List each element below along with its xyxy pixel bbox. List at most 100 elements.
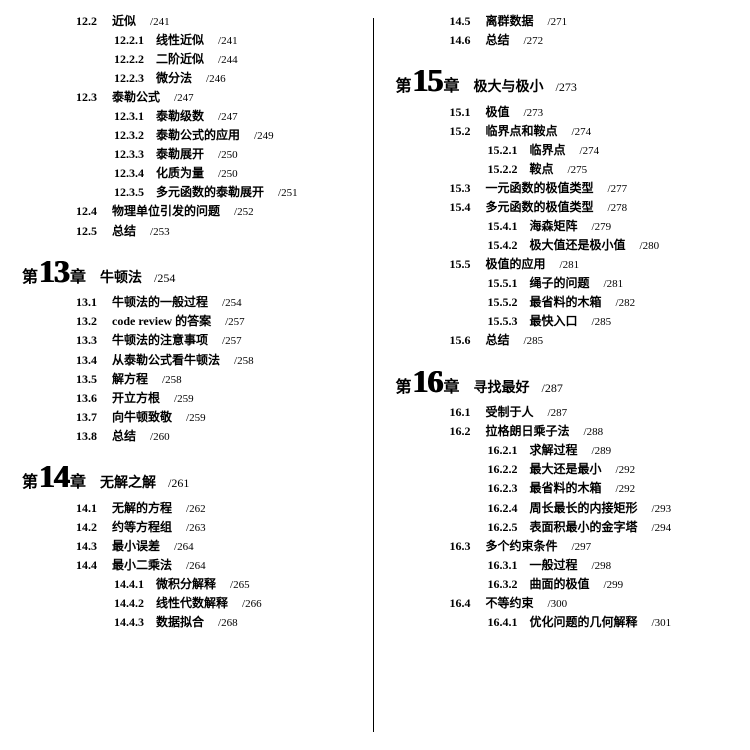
entry-number: 12.3.1 [114,107,156,126]
entry-number: 14.5 [450,12,486,31]
entry-title: 曲面的极值 [530,575,590,594]
entry-number: 16.4 [450,594,486,613]
entry-number: 14.6 [450,31,486,50]
chapter-page: /273 [556,78,577,97]
entry-page: /293 [652,501,672,518]
subsection-entry: 15.5.3 最快入口 /285 [396,312,733,331]
subsection-entry: 14.4.2 线性代数解释 /266 [22,594,359,613]
entry-page: /298 [592,558,612,575]
chapter-page: /287 [542,379,563,398]
right-column: 14.5 离群数据 /271 14.6 总结 /272 第 15 章 极大与极小… [374,12,733,738]
entry-title: 绳子的问题 [530,274,590,293]
entry-number: 14.4 [76,556,112,575]
entry-title: 微分法 [156,69,192,88]
chapter-heading: 第 14 章 无解之解 /261 [22,460,359,496]
section-entry: 12.3 泰勒公式 /247 [22,88,359,107]
entry-page: /278 [608,200,628,217]
entry-title: 开立方根 [112,389,160,408]
entry-title: 二阶近似 [156,50,204,69]
entry-page: /275 [568,162,588,179]
chapter-suffix: 章 [444,75,460,100]
section-entry: 13.1 牛顿法的一般过程 /254 [22,293,359,312]
entry-page: /289 [592,443,612,460]
section-entry: 15.5 极值的应用 /281 [396,255,733,274]
entry-page: /257 [222,333,242,350]
subsection-entry: 15.2.1 临界点 /274 [396,141,733,160]
entry-number: 16.2.1 [488,441,530,460]
entry-title: 多元函数的泰勒展开 [156,183,264,202]
entry-title: 极值 [486,103,510,122]
entry-number: 12.4 [76,202,112,221]
entry-title: 临界点 [530,141,566,160]
section-entry: 15.3 一元函数的极值类型 /277 [396,179,733,198]
chapter-number: 15 [413,64,443,96]
subsection-entry: 12.2.2 二阶近似 /244 [22,50,359,69]
entry-number: 12.2.2 [114,50,156,69]
section-entry: 14.4 最小二乘法 /264 [22,556,359,575]
entry-page: /299 [604,577,624,594]
entry-number: 15.2.1 [488,141,530,160]
section-entry: 13.3 牛顿法的注意事项 /257 [22,331,359,350]
entry-number: 15.6 [450,331,486,350]
chapter-number: 16 [413,365,443,397]
entry-number: 13.1 [76,293,112,312]
entry-page: /281 [604,276,624,293]
entry-page: /250 [218,147,238,164]
subsection-entry: 16.2.4 周长最长的内接矩形 /293 [396,499,733,518]
entry-title: 泰勒级数 [156,107,204,126]
entry-title: 离群数据 [486,12,534,31]
chapter-suffix: 章 [444,376,460,401]
section-entry: 13.6 开立方根 /259 [22,389,359,408]
entry-page: /279 [592,219,612,236]
entry-page: /272 [524,33,544,50]
entry-title: 最省料的木箱 [530,479,602,498]
subsection-entry: 12.3.4 化质为量 /250 [22,164,359,183]
section-entry: 14.6 总结 /272 [396,31,733,50]
section-entry: 14.5 离群数据 /271 [396,12,733,31]
subsection-entry: 15.5.2 最省料的木箱 /282 [396,293,733,312]
chapter-heading: 第 13 章 牛顿法 /254 [22,255,359,291]
entry-title: 表面积最小的金字塔 [530,518,638,537]
entry-title: 最小二乘法 [112,556,172,575]
entry-number: 15.4 [450,198,486,217]
entry-title: 泰勒公式 [112,88,160,107]
entry-page: /262 [186,501,206,518]
chapter-title: 寻找最好 [474,378,530,400]
entry-number: 14.4.3 [114,613,156,632]
entry-title: 无解的方程 [112,499,172,518]
entry-page: /300 [548,596,568,613]
entry-number: 16.4.1 [488,613,530,632]
subsection-entry: 16.2.2 最大还是最小 /292 [396,460,733,479]
entry-title: 线性代数解释 [156,594,228,613]
chapter-suffix: 章 [70,471,86,496]
entry-title: 总结 [112,222,136,241]
section-entry: 13.8 总结 /260 [22,427,359,446]
subsection-entry: 15.5.1 绳子的问题 /281 [396,274,733,293]
entry-page: /274 [580,143,600,160]
entry-number: 15.4.2 [488,236,530,255]
chapter-title: 极大与极小 [474,77,544,99]
entry-number: 14.3 [76,537,112,556]
subsection-entry: 12.2.1 线性近似 /241 [22,31,359,50]
entry-page: /259 [174,391,194,408]
entry-number: 15.5.1 [488,274,530,293]
entry-number: 12.3 [76,88,112,107]
entry-title: 极大值还是极小值 [530,236,626,255]
section-entry: 12.2 近似 /241 [22,12,359,31]
section-entry: 13.4 从泰勒公式看牛顿法 /258 [22,351,359,370]
entry-title: 多元函数的极值类型 [486,198,594,217]
entry-title: 总结 [486,31,510,50]
chapter-heading: 第 16 章 寻找最好 /287 [396,365,733,401]
section-entry: 13.2 code review 的答案 /257 [22,312,359,331]
entry-number: 12.3.3 [114,145,156,164]
section-entry: 14.2 约等方程组 /263 [22,518,359,537]
entry-page: /264 [174,539,194,556]
toc-container: 12.2 近似 /241 12.2.1 线性近似 /241 12.2.2 二阶近… [0,0,750,750]
subsection-entry: 16.3.1 一般过程 /298 [396,556,733,575]
subsection-entry: 14.4.3 数据拟合 /268 [22,613,359,632]
section-entry: 16.1 受制于人 /287 [396,403,733,422]
entry-title: 周长最长的内接矩形 [530,499,638,518]
entry-title: 不等约束 [486,594,534,613]
entry-title: 海森矩阵 [530,217,578,236]
entry-title: 微积分解释 [156,575,216,594]
